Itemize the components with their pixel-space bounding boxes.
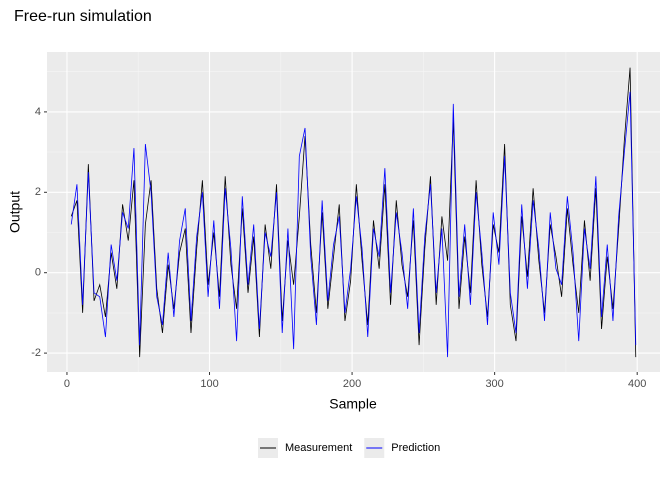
x-tick-label: 300 bbox=[485, 378, 503, 390]
y-tick-label: -2 bbox=[31, 347, 41, 359]
chart-title: Free-run simulation bbox=[14, 8, 152, 25]
x-tick-label: 400 bbox=[628, 378, 646, 390]
y-tick-label: 4 bbox=[35, 106, 41, 118]
x-tick-label: 100 bbox=[200, 378, 218, 390]
x-tick-label: 200 bbox=[343, 378, 361, 390]
series-line bbox=[70, 91, 637, 358]
legend-label: Measurement bbox=[285, 442, 352, 454]
x-axis-label: Sample bbox=[329, 396, 377, 412]
legend-label: Prediction bbox=[391, 442, 440, 454]
legend: Measurement Prediction bbox=[258, 438, 440, 458]
y-tick-label: 0 bbox=[35, 267, 41, 279]
x-tick-label: 0 bbox=[64, 378, 70, 390]
y-tick-label: 2 bbox=[35, 186, 41, 198]
y-axis-label: Output bbox=[7, 191, 23, 233]
lines bbox=[70, 67, 637, 358]
panel bbox=[47, 52, 660, 372]
